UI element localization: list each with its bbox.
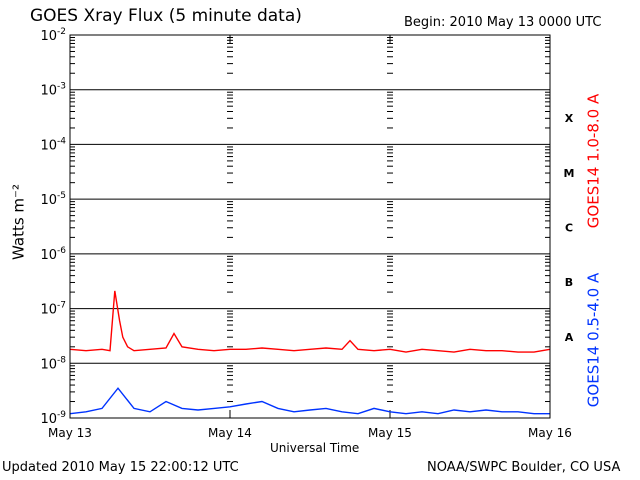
y-tick-label: 10-4	[40, 136, 66, 153]
y-tick-label: 10-6	[40, 246, 66, 263]
y-axis-label: Watts m⁻²	[9, 184, 28, 260]
grid-lines	[70, 89, 550, 364]
flare-class-B: B	[565, 276, 573, 289]
y-tick-label: 10-2	[40, 27, 66, 44]
x-tick-label: May 14	[208, 426, 252, 440]
series-label-short: GOES14 0.5-4.0 A	[584, 272, 603, 408]
x-axis-label: Universal Time	[270, 441, 360, 455]
series-label-long: GOES14 1.0-8.0 A	[584, 93, 603, 229]
series-1-line	[69, 387, 550, 415]
axis-ticks	[69, 35, 551, 418]
flare-class-X: X	[565, 112, 574, 125]
y-tick-labels: 10-2 10-3 10-4 10-5 10-6 10-7 10-8 10-9	[40, 27, 66, 427]
flare-class-labels: X M C B A	[564, 112, 575, 344]
x-tick-label: May 15	[368, 426, 412, 440]
flare-class-C: C	[565, 222, 573, 235]
x-tick-label: May 13	[48, 426, 92, 440]
x-tick-label: May 16	[528, 426, 572, 440]
y-tick-label: 10-8	[40, 355, 66, 372]
flare-class-M: M	[564, 167, 575, 180]
y-tick-label: 10-7	[40, 301, 66, 318]
begin-time-label: Begin: 2010 May 13 0000 UTC	[404, 15, 602, 30]
credit-line: NOAA/SWPC Boulder, CO USA	[427, 460, 621, 475]
updated-timestamp: Updated 2010 May 15 22:00:12 UTC	[2, 460, 239, 475]
plot-frame	[69, 34, 551, 419]
y-tick-label: 10-5	[40, 191, 66, 208]
x-tick-labels: May 13 May 14 May 15 May 16	[48, 426, 572, 440]
y-tick-label: 10-9	[40, 410, 66, 427]
series-lines	[69, 290, 551, 415]
chart-title: GOES Xray Flux (5 minute data)	[30, 6, 302, 26]
flare-class-A: A	[565, 331, 574, 344]
y-tick-label: 10-3	[40, 82, 66, 99]
series-0-line	[69, 290, 551, 353]
